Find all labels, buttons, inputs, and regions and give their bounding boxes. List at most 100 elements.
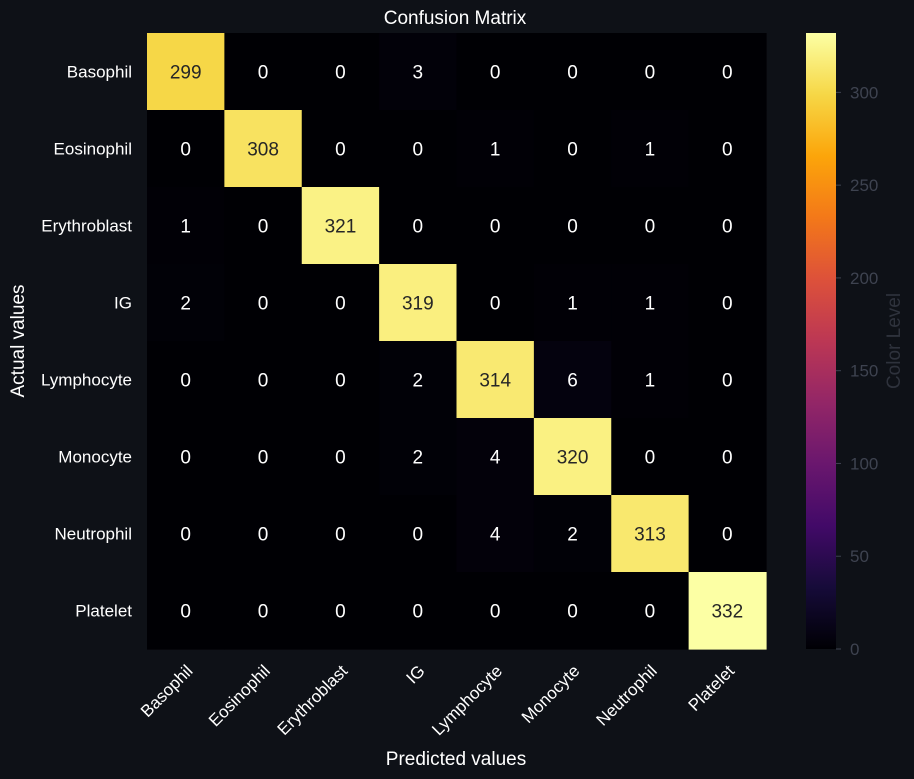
cell-value-label: 0 — [722, 217, 733, 238]
heatmap-cell — [611, 418, 690, 496]
heatmap-cell — [533, 572, 612, 650]
cell-value-label: 0 — [567, 63, 578, 84]
cell-value-label: 0 — [722, 525, 733, 546]
heatmap-cell — [533, 495, 612, 573]
colorbar-ticks: 0 50 100 150 200 250 300 — [836, 83, 878, 659]
colorbar — [806, 33, 836, 649]
y-tick-label: Eosinophil — [54, 140, 132, 159]
cell-value-label: 0 — [490, 602, 501, 623]
heatmap-cell — [456, 572, 535, 650]
cell-value-label: 0 — [490, 63, 501, 84]
colorbar-label: Color Level — [884, 293, 905, 389]
heatmap-cell — [224, 495, 303, 573]
x-tick-label: Lymphocyte — [428, 661, 506, 739]
cell-value-label: 0 — [490, 294, 501, 315]
x-tick-label: Eosinophil — [205, 661, 274, 730]
heatmap-cell — [379, 572, 458, 650]
x-tick-label: Monocyte — [518, 661, 584, 727]
heatmap-cell — [301, 187, 380, 265]
heatmap-cell — [301, 110, 380, 188]
heatmap-cell — [533, 110, 612, 188]
x-axis-label: Predicted values — [386, 749, 526, 770]
cell-value-label: 0 — [258, 525, 269, 546]
cell-value-label: 0 — [258, 448, 269, 469]
heatmap-cell — [224, 341, 303, 419]
heatmap-cell — [147, 418, 225, 496]
colorbar-tick-label: 200 — [850, 269, 878, 288]
heatmap-cell — [611, 264, 690, 342]
cell-value-label: 0 — [335, 63, 346, 84]
cell-annotations: 299 0 0 3 0 0 0 0 0 308 0 0 1 0 1 0 1 0 321 0 0 0 0 0 2 0 0 319 0 1 1 0… — [170, 63, 743, 623]
heatmap-cell — [379, 495, 458, 573]
heatmap-cell — [147, 572, 225, 650]
heatmap-cell — [456, 110, 535, 188]
cell-value-label: 0 — [722, 140, 733, 161]
cell-value-label: 0 — [567, 140, 578, 161]
cell-value-label: 2 — [413, 371, 424, 392]
y-tick-label: Platelet — [75, 602, 132, 621]
heatmap-cell — [147, 264, 225, 342]
y-tick-label: Basophil — [67, 63, 132, 82]
cell-value-label: 4 — [490, 448, 501, 469]
colorbar-tick-label: 300 — [850, 83, 878, 102]
heatmap-cell — [611, 572, 690, 650]
cell-value-label: 0 — [335, 602, 346, 623]
colorbar-tick-label: 250 — [850, 176, 878, 195]
y-tick-label: Neutrophil — [55, 525, 133, 544]
heatmap-cell — [456, 264, 535, 342]
heatmap-cell — [688, 264, 767, 342]
heatmap-cell — [688, 341, 767, 419]
heatmap-cell — [688, 418, 767, 496]
heatmap-cell — [301, 264, 380, 342]
cell-value-label: 0 — [722, 63, 733, 84]
cell-value-label: 0 — [335, 294, 346, 315]
cell-value-label: 2 — [413, 448, 424, 469]
cell-value-label: 0 — [490, 217, 501, 238]
x-tick-label: Basophil — [137, 661, 197, 721]
cell-value-label: 0 — [567, 217, 578, 238]
heatmap-cell — [456, 33, 535, 111]
heatmap-cell — [688, 572, 767, 650]
cell-value-label: 2 — [180, 294, 191, 315]
cell-value-label: 0 — [335, 371, 346, 392]
heatmap-cell — [688, 33, 767, 111]
heatmap-cell — [301, 341, 380, 419]
heatmap-cell — [533, 341, 612, 419]
heatmap-cell — [533, 187, 612, 265]
heatmap-cell — [611, 33, 690, 111]
heatmap-cell — [147, 110, 225, 188]
heatmap-cell — [533, 418, 612, 496]
cell-value-label: 3 — [413, 63, 424, 84]
cell-value-label: 0 — [258, 217, 269, 238]
cell-value-label: 1 — [645, 294, 656, 315]
heatmap-cell — [611, 495, 690, 573]
chart-title: Confusion Matrix — [384, 8, 527, 29]
cell-value-label: 332 — [711, 602, 743, 623]
cell-value-label: 0 — [645, 63, 656, 84]
heatmap-cell — [224, 33, 303, 111]
y-tick-label: Lymphocyte — [41, 371, 132, 390]
cell-value-label: 313 — [634, 525, 666, 546]
x-tick-label: Platelet — [685, 661, 739, 715]
y-tick-label: IG — [114, 294, 132, 313]
cell-value-label: 1 — [645, 371, 656, 392]
heatmap-cell — [456, 418, 535, 496]
cell-value-label: 0 — [413, 140, 424, 161]
cell-value-label: 299 — [170, 63, 202, 84]
heatmap-cell — [533, 33, 612, 111]
heatmap-cell — [224, 572, 303, 650]
cell-value-label: 0 — [722, 371, 733, 392]
cell-value-label: 0 — [413, 217, 424, 238]
cell-value-label: 1 — [490, 140, 501, 161]
y-axis-label: Actual values — [8, 284, 29, 397]
heatmap-cell — [688, 187, 767, 265]
heatmap-cell — [611, 341, 690, 419]
cell-value-label: 0 — [645, 217, 656, 238]
cell-value-label: 0 — [567, 602, 578, 623]
cell-value-label: 0 — [722, 294, 733, 315]
cell-value-label: 0 — [180, 371, 191, 392]
heatmap-cell — [224, 264, 303, 342]
heatmap-cell — [147, 341, 225, 419]
heatmap-cell — [456, 495, 535, 573]
